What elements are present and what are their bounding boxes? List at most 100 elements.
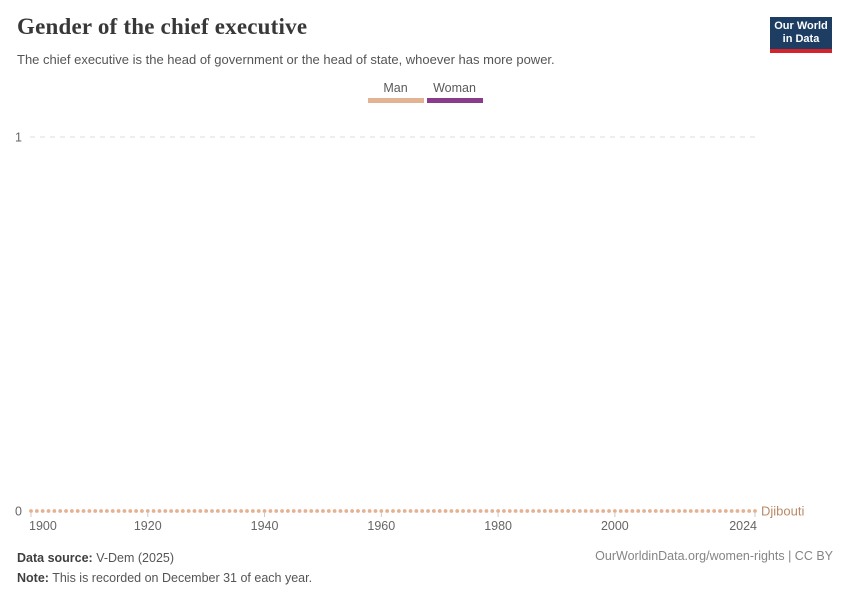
data-point	[490, 509, 495, 513]
owid-logo-line1: Our World	[774, 20, 828, 32]
data-point	[87, 509, 92, 513]
data-point	[99, 509, 103, 513]
data-point	[729, 509, 734, 513]
data-source-line: Data source: V-Dem (2025)	[17, 548, 312, 568]
data-point	[688, 509, 693, 513]
data-point	[513, 509, 518, 513]
data-point	[612, 509, 617, 513]
legend-item-man[interactable]: Man	[367, 81, 424, 103]
data-point	[157, 509, 162, 513]
owid-logo-line2: in Data	[782, 33, 820, 45]
data-point	[665, 509, 670, 513]
data-point	[461, 509, 465, 513]
data-point	[315, 509, 319, 513]
data-point	[52, 509, 57, 513]
data-point	[303, 509, 308, 513]
data-point	[601, 509, 606, 513]
data-point	[648, 509, 652, 513]
data-point	[286, 509, 290, 513]
data-point	[140, 509, 144, 513]
y-axis-tick-label: 0	[15, 505, 22, 519]
data-point	[338, 509, 343, 513]
data-point	[64, 509, 68, 513]
data-point	[332, 509, 337, 513]
plot-area[interactable]: 0 1 1900 1920 1940 1960 1980 2000 2024 Djibouti	[0, 120, 850, 540]
series-djibouti	[29, 509, 757, 513]
data-point	[69, 509, 74, 513]
data-point	[396, 509, 401, 513]
data-point	[58, 509, 63, 513]
data-point	[350, 509, 355, 513]
data-point	[589, 509, 594, 513]
data-point	[151, 509, 156, 513]
data-point	[502, 509, 506, 513]
data-point	[712, 509, 717, 513]
data-point	[753, 509, 757, 513]
data-point	[496, 509, 500, 513]
data-point	[472, 509, 477, 513]
data-point	[163, 509, 168, 513]
x-axis-tick-label: 1940	[251, 519, 279, 533]
data-point	[256, 509, 261, 513]
data-point	[198, 509, 203, 513]
x-axis-tick-label: 2000	[601, 519, 629, 533]
x-axis-tick-label: 1980	[484, 519, 512, 533]
data-point	[34, 509, 39, 513]
data-point	[607, 509, 611, 513]
data-point	[134, 509, 139, 513]
data-point	[747, 509, 752, 513]
data-point	[542, 509, 547, 513]
data-point	[385, 509, 390, 513]
data-point	[128, 509, 133, 513]
data-point	[566, 509, 571, 513]
data-point	[700, 509, 705, 513]
data-point	[227, 509, 232, 513]
data-point	[81, 509, 86, 513]
data-point	[706, 509, 711, 513]
data-point	[75, 509, 80, 513]
data-point	[175, 509, 179, 513]
data-point	[653, 509, 658, 513]
data-point	[326, 509, 331, 513]
data-point	[718, 509, 722, 513]
data-point	[169, 509, 174, 513]
data-point	[180, 509, 185, 513]
data-point	[245, 509, 249, 513]
data-point	[274, 509, 279, 513]
data-point	[624, 509, 629, 513]
data-point	[572, 509, 576, 513]
legend-item-woman[interactable]: Woman	[426, 81, 483, 103]
data-point	[250, 509, 255, 513]
data-point	[210, 509, 214, 513]
data-point	[484, 509, 489, 513]
data-point	[361, 509, 366, 513]
legend-swatch-man	[367, 98, 424, 103]
owid-link[interactable]: OurWorldinData.org/women-rights | CC BY	[595, 549, 833, 563]
data-point	[414, 509, 419, 513]
x-axis-tick-label: 1920	[134, 519, 162, 533]
data-point	[642, 509, 646, 513]
data-point	[356, 509, 360, 513]
owid-logo[interactable]: Our World in Data	[770, 17, 832, 53]
data-point	[671, 509, 676, 513]
legend: Man Woman	[0, 81, 850, 103]
data-point	[659, 509, 664, 513]
data-point	[420, 509, 425, 513]
data-point	[262, 509, 267, 513]
data-point	[548, 509, 553, 513]
data-point	[367, 509, 372, 513]
data-point	[519, 509, 524, 513]
data-point	[630, 509, 635, 513]
data-point	[595, 509, 600, 513]
data-point	[186, 509, 191, 513]
data-point	[344, 509, 349, 513]
data-point	[437, 509, 442, 513]
data-point	[735, 509, 740, 513]
data-point	[618, 509, 623, 513]
data-point	[192, 509, 197, 513]
data-source-value: V-Dem (2025)	[96, 551, 175, 565]
chart-footer-source: Data source: V-Dem (2025) Note: This is …	[17, 548, 312, 588]
data-point	[677, 509, 681, 513]
data-point	[577, 509, 582, 513]
chart-title: Gender of the chief executive	[17, 14, 308, 39]
